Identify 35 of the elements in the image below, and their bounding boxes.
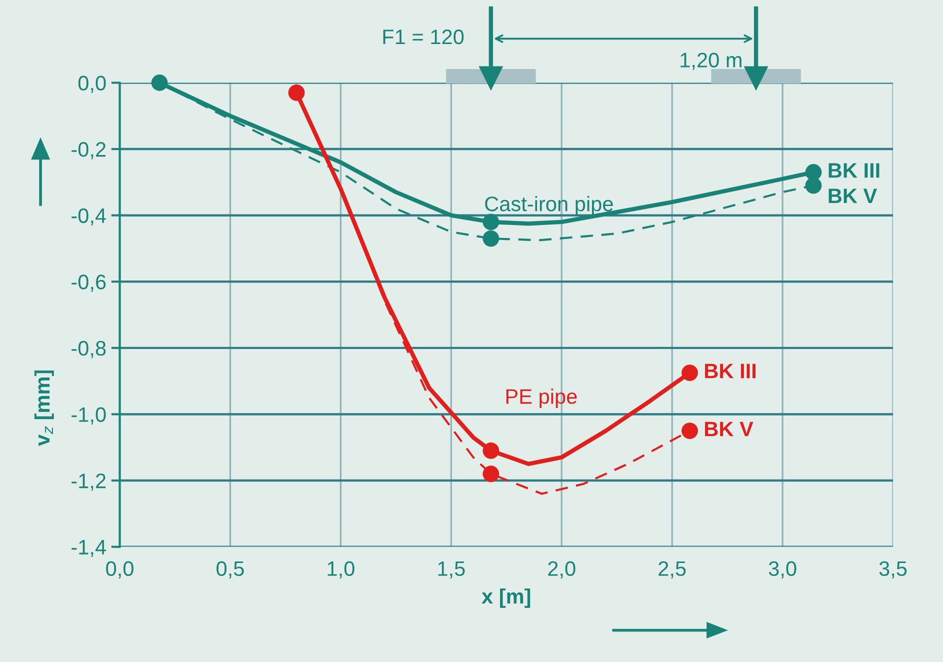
x-tick-label: 1,5	[438, 561, 465, 578]
point	[482, 214, 500, 230]
x-tick-label: 0,5	[216, 561, 244, 578]
x-tick-label: 3,5	[879, 561, 907, 578]
point	[482, 466, 500, 482]
series-label: BK III	[705, 364, 756, 378]
y-tick-label: -1,2	[72, 474, 106, 491]
y-tick-label: -0,6	[72, 274, 106, 292]
y-tick-label: -0,8	[72, 340, 106, 358]
series-label: BK III	[828, 163, 880, 178]
x-tick-label: 3,0	[768, 561, 796, 578]
point	[151, 74, 168, 91]
y-axis-title: v$_{z}$ [mm]	[34, 370, 54, 446]
y-tick-label: 0,0	[78, 76, 106, 93]
point	[805, 177, 822, 194]
point	[288, 84, 305, 101]
annotation: PE pipe	[506, 388, 577, 408]
x-axis-title: x [m]	[482, 588, 530, 608]
annotation: Cast-iron pipe	[485, 196, 613, 216]
x-tick-label: 1,0	[328, 561, 354, 578]
x-tick-label: 2,0	[548, 561, 576, 578]
y-tick-label: -0,2	[72, 142, 106, 160]
point	[682, 422, 698, 440]
text: F1 = 120	[383, 30, 464, 44]
series-label: BK V	[705, 422, 754, 436]
series-label: BK V	[828, 188, 878, 204]
x-tick-label: 2,5	[658, 561, 686, 578]
point	[482, 442, 500, 459]
point	[482, 230, 500, 247]
y-tick-label: -0,4	[72, 208, 106, 226]
y-tick-label: -1,0	[72, 407, 106, 424]
text: 1,20 m	[680, 52, 742, 70]
point	[682, 364, 698, 382]
y-tick-label: -1,4	[72, 540, 106, 558]
x-tick-label: 0,0	[106, 561, 134, 578]
